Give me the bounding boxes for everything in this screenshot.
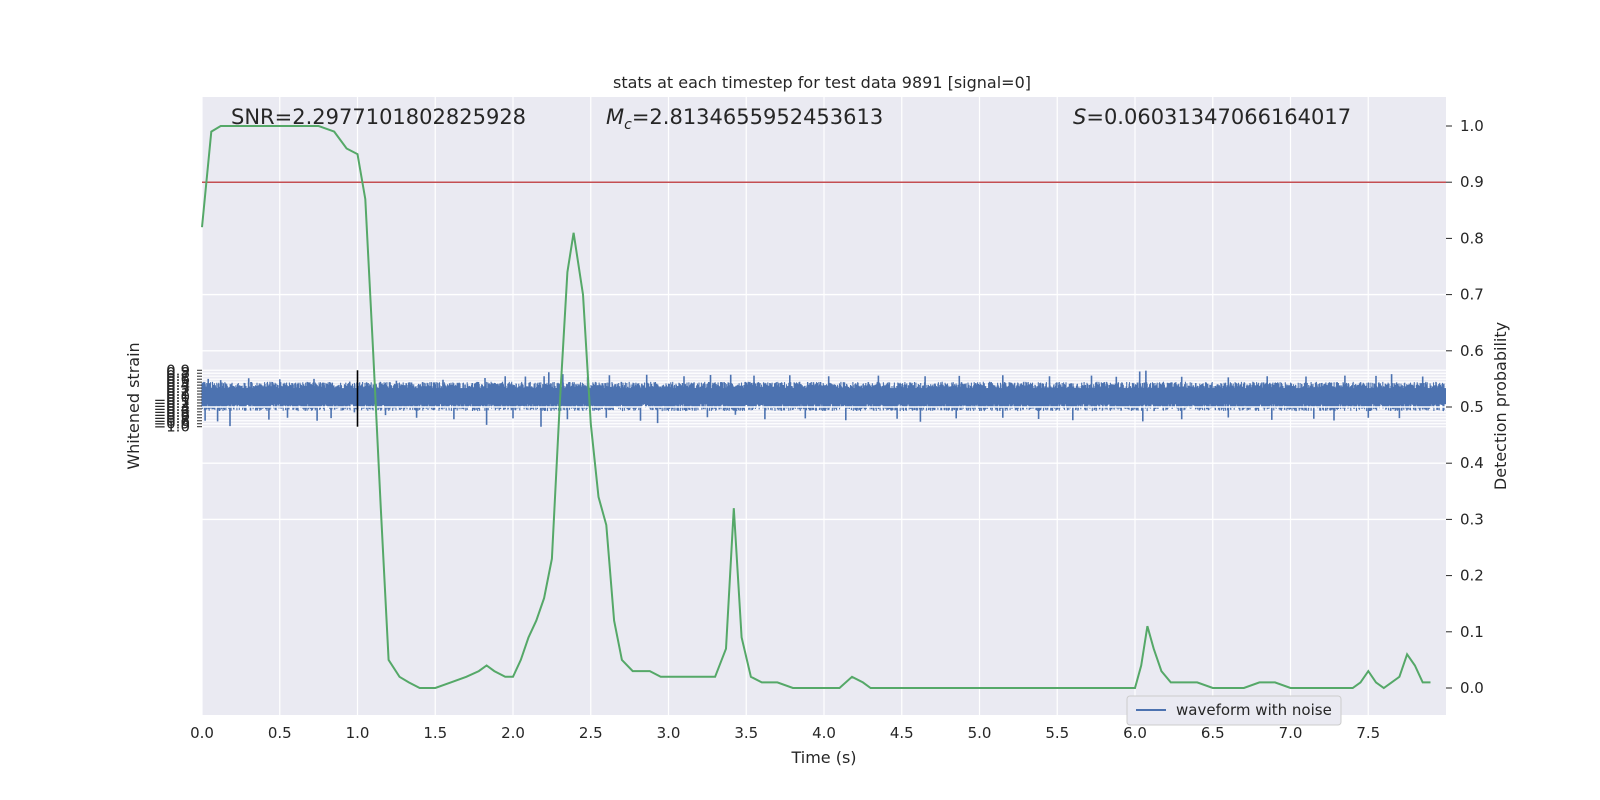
waveform-spikes-low <box>204 402 1401 427</box>
y-left-tick-label: 0.4 <box>166 376 190 394</box>
x-tick-label: 0.5 <box>268 724 292 742</box>
y-left-tick-label: −0.9 <box>154 415 190 433</box>
y-left-tick-label: 0.2 <box>166 382 190 400</box>
x-tick-label: 2.5 <box>579 724 603 742</box>
y-right-tick-label: 0.7 <box>1460 286 1484 304</box>
y-right-tick-labels: 1.0 0.9 0.8 0.7 0.6 0.5 0.4 0.3 0.2 0.1 0.0 <box>1446 117 1484 697</box>
y-left-tick-label: −0.7 <box>154 409 190 427</box>
y-left-tick-label: −0.1 <box>154 391 190 409</box>
x-tick-label: 5.0 <box>968 724 992 742</box>
y-left-axis-label: Whitened strain <box>124 342 143 469</box>
y-right-tick-label: 0.0 <box>1460 679 1484 697</box>
mc-symbol: M <box>606 105 624 129</box>
x-tick-label: 4.0 <box>812 724 836 742</box>
y-left-tick-label: 0.1 <box>166 385 190 403</box>
detection-probability-line <box>201 125 1431 690</box>
waveform-core <box>202 388 1446 405</box>
x-tick-label: 7.0 <box>1279 724 1303 742</box>
x-tick-label: 3.5 <box>734 724 758 742</box>
s-annotation: S=0.06031347066164017 <box>1073 105 1351 129</box>
waveform-trace <box>201 293 1446 521</box>
y-left-tick-label: 0.5 <box>166 373 190 391</box>
x-tick-label: 2.0 <box>501 724 525 742</box>
waveform-spikes-high <box>207 370 1424 392</box>
y-right-tick-label: 0.3 <box>1460 510 1484 528</box>
y-left-tick-label: −0.3 <box>154 397 190 415</box>
x-axis-label: Time (s) <box>790 748 856 767</box>
y-left-tick-label: −0.4 <box>154 400 190 418</box>
x-tick-label: 1.0 <box>346 724 370 742</box>
x-tick-label: 6.5 <box>1201 724 1225 742</box>
x-tick-labels: 0.0 0.5 1.0 1.5 2.0 2.5 3.0 3.5 4.0 4.5 5.0 5.5 6.0 6… <box>190 724 1380 742</box>
y-left-tick-label: 0.7 <box>166 367 190 385</box>
mc-value: =2.8134655952453613 <box>632 105 883 129</box>
y-right-tick-label: 0.1 <box>1460 623 1484 641</box>
y-right-tick-label: 1.0 <box>1460 117 1484 135</box>
x-tick-label: 6.0 <box>1123 724 1147 742</box>
snr-annotation: SNR=2.2977101802825928 <box>231 105 526 129</box>
y-right-tick-label: 0.5 <box>1460 398 1484 416</box>
x-tick-label: 4.5 <box>890 724 914 742</box>
legend-box <box>1126 695 1342 726</box>
y-left-tick-label: 0.9 <box>166 361 190 379</box>
y-left-tick-label: −0.8 <box>154 412 190 430</box>
x-tick-label: 1.5 <box>423 724 447 742</box>
y-right-axis-label: Detection probability <box>1491 322 1510 490</box>
y-right-tick-label: 0.2 <box>1460 567 1484 585</box>
y-left-tick-label: 0.6 <box>166 370 190 388</box>
y-right-tick-label: 0.8 <box>1460 229 1484 247</box>
chirp-mass-annotation: Mc=2.8134655952453613 <box>606 105 883 133</box>
legend-label: waveform with noise <box>1176 701 1332 719</box>
legend: waveform with noise <box>1126 695 1342 726</box>
y-left-tick-label: −0.2 <box>154 394 190 412</box>
s-value: =0.06031347066164017 <box>1086 105 1351 129</box>
chart-title: stats at each timestep for test data 989… <box>613 73 1031 92</box>
y-left-tick-labels: 0.90.80.70.60.50.40.30.20.10.0−0.1−0.2−0… <box>154 361 202 436</box>
x-tick-label: 7.5 <box>1356 724 1380 742</box>
x-tick-label: 0.0 <box>190 724 214 742</box>
y-left-tick-label: 0.0 <box>166 388 190 406</box>
mc-subscript: c <box>624 117 632 133</box>
y-left-tick-label: −0.5 <box>154 403 190 421</box>
y-right-tick-label: 0.4 <box>1460 454 1484 472</box>
y-left-tick-label: −0.6 <box>154 406 190 424</box>
x-tick-label: 5.5 <box>1045 724 1069 742</box>
y-left-tick-label: 0.8 <box>166 364 190 382</box>
s-symbol: S <box>1073 105 1086 129</box>
y-right-tick-label: 0.6 <box>1460 342 1484 360</box>
y-right-tick-label: 0.9 <box>1460 173 1484 191</box>
y-left-tick-label: 0.3 <box>166 379 190 397</box>
y-left-tick-label: −1.0 <box>154 418 190 436</box>
x-tick-label: 3.0 <box>657 724 681 742</box>
